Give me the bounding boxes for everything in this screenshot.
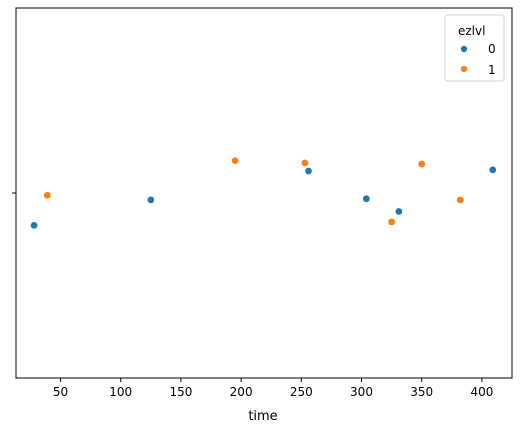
x-tick-label: 100	[109, 385, 132, 399]
x-tick-label: 250	[290, 385, 313, 399]
legend-frame	[444, 14, 505, 82]
data-point-series-0	[394, 207, 403, 216]
data-point-series-1	[387, 218, 396, 226]
data-point-series-0	[30, 221, 38, 230]
x-tick-label: 200	[230, 385, 253, 399]
x-tick-label: 150	[169, 385, 192, 399]
x-tick-label: 300	[350, 385, 373, 399]
data-point-series-1	[417, 160, 426, 168]
data-point-series-1	[301, 159, 309, 167]
axes: 50 100 150 200 250 300 350 400	[12, 7, 513, 399]
x-tick-label: 400	[470, 385, 493, 399]
legend: ezlvl 0 1	[444, 14, 505, 82]
legend-label-series-0: 0	[488, 42, 496, 56]
data-point-series-1	[456, 196, 465, 204]
data-point-series-0	[146, 196, 155, 204]
plot-frame	[15, 7, 513, 379]
x-tick-label: 50	[53, 385, 68, 399]
legend-label-series-1: 1	[488, 63, 496, 77]
data-point-series-1	[43, 191, 52, 200]
x-tick-label: 350	[410, 385, 433, 399]
data-point-series-1	[231, 156, 239, 165]
data-point-series-0	[304, 167, 313, 175]
x-axis-title: time	[248, 409, 277, 424]
data-point-series-0	[362, 194, 371, 203]
legend-marker-series-1	[460, 65, 468, 73]
legend-title: ezlvl	[458, 24, 485, 38]
data-point-series-0	[488, 166, 497, 174]
legend-marker-series-0	[460, 45, 468, 53]
data-points	[30, 156, 497, 230]
